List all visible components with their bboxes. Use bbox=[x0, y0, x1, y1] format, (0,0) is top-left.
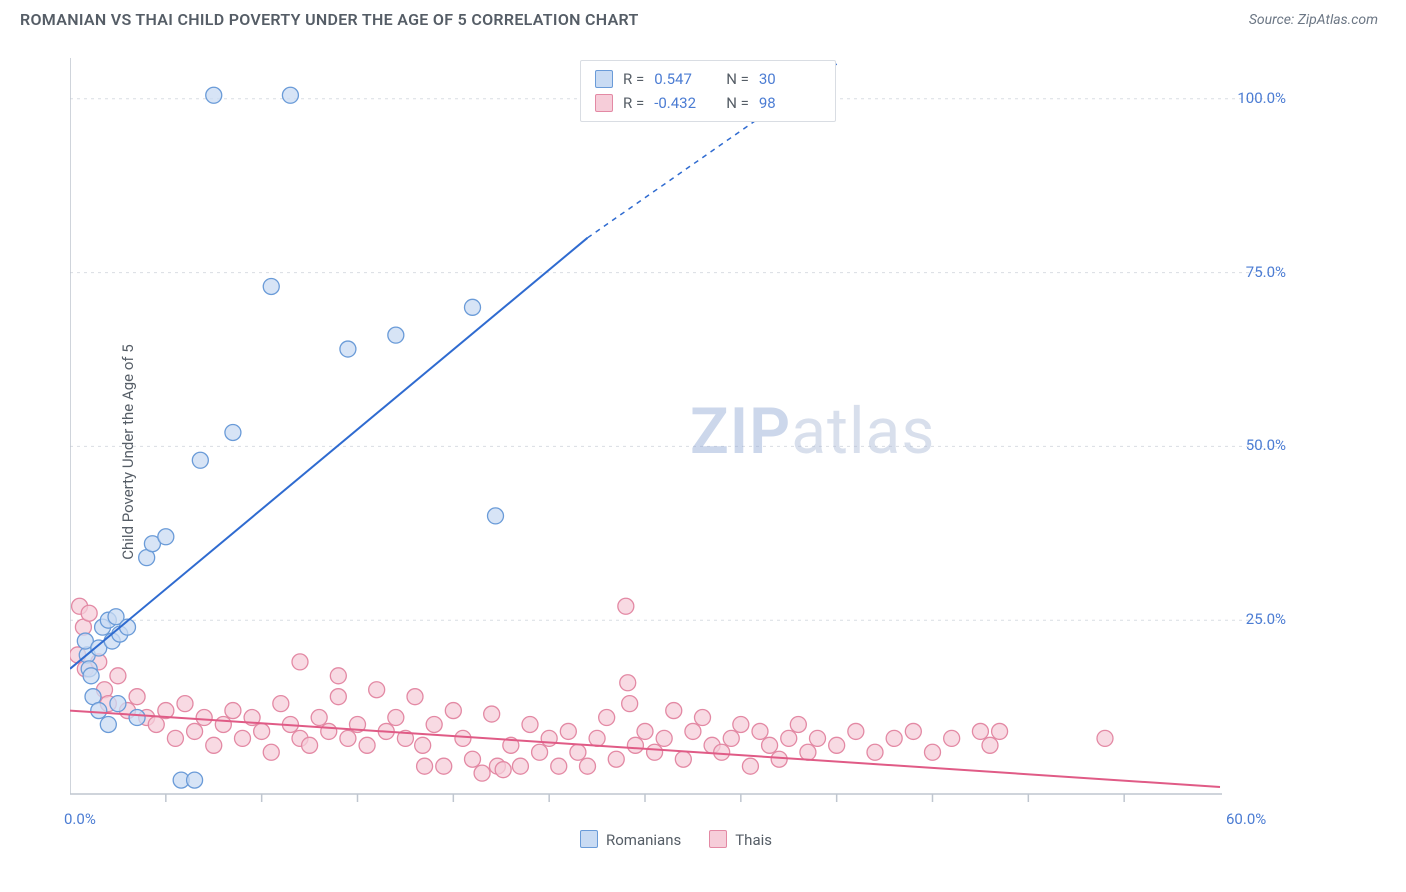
r-value-thais: -0.432 bbox=[654, 91, 716, 115]
legend-item-thais: Thais bbox=[709, 830, 772, 849]
chart-svg bbox=[70, 54, 1300, 814]
n-value-romanians: 30 bbox=[759, 67, 821, 91]
x-tick: 0.0% bbox=[64, 810, 96, 828]
legend-item-romanians: Romanians bbox=[580, 830, 681, 849]
chart-title: ROMANIAN VS THAI CHILD POVERTY UNDER THE… bbox=[20, 10, 639, 29]
legend-swatch-icon bbox=[709, 830, 727, 848]
plot-area: ZIPatlas bbox=[70, 54, 1300, 814]
series-legend: Romanians Thais bbox=[580, 830, 772, 849]
n-label: N = bbox=[726, 91, 749, 115]
legend-row-thais: R = -0.432 N = 98 bbox=[595, 91, 821, 115]
y-tick: 100.0% bbox=[1226, 89, 1286, 107]
n-value-thais: 98 bbox=[759, 91, 821, 115]
y-tick: 75.0% bbox=[1226, 263, 1286, 281]
r-label: R = bbox=[623, 91, 644, 115]
y-tick: 50.0% bbox=[1226, 436, 1286, 454]
x-tick: 60.0% bbox=[1226, 810, 1266, 828]
legend-label-thais: Thais bbox=[735, 831, 772, 849]
r-value-romanians: 0.547 bbox=[654, 67, 716, 91]
legend-swatch-romanians bbox=[595, 70, 613, 88]
n-label: N = bbox=[726, 67, 749, 91]
r-label: R = bbox=[623, 67, 644, 91]
source-prefix: Source: bbox=[1249, 12, 1298, 28]
legend-label-romanians: Romanians bbox=[606, 831, 681, 849]
chart: Child Poverty Under the Age of 5 ZIPatla… bbox=[20, 44, 1386, 860]
header: ROMANIAN VS THAI CHILD POVERTY UNDER THE… bbox=[0, 0, 1406, 35]
correlation-legend: R = 0.547 N = 30 R = -0.432 N = 98 bbox=[580, 60, 836, 122]
legend-row-romanians: R = 0.547 N = 30 bbox=[595, 67, 821, 91]
legend-swatch-icon bbox=[580, 830, 598, 848]
y-tick: 25.0% bbox=[1226, 610, 1286, 628]
legend-swatch-thais bbox=[595, 94, 613, 112]
source-credit: Source: ZipAtlas.com bbox=[1249, 12, 1378, 28]
source-name: ZipAtlas.com bbox=[1298, 12, 1378, 28]
